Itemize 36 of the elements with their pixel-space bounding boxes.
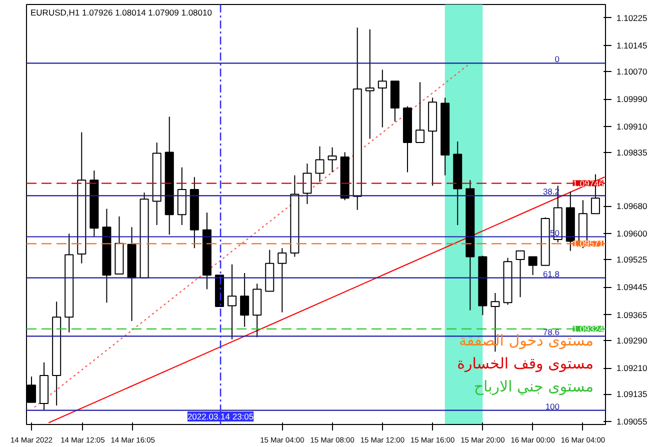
ref-line-label: 1.09324 [572,324,604,334]
candlestick [516,250,525,298]
y-tick-label: 1.09210 [616,363,648,374]
chart-title: EURUSD,H1 1.07926 1.08014 1.07909 1.08010 [30,8,212,18]
ref-line-label: 1.09746 [572,178,604,188]
candlestick [302,163,312,204]
candlestick [328,146,337,173]
y-tick-label: 1.09365 [616,310,648,320]
y-tick-label: 1.09525 [616,254,648,265]
y-tick-label: 1.09835 [616,148,648,158]
y-tick-label: 1.10070 [616,66,648,76]
y-tick-label: 1.09445 [616,282,648,292]
y-tick-label: 1.09055 [616,416,648,427]
candlestick [416,82,425,144]
y-tick-label: 1.09680 [616,201,648,212]
annotation: 61.8 [542,268,560,279]
candlestick [315,146,324,182]
candlestick [378,69,387,128]
ref-line-label: 2022.03.14 23:05 [187,412,254,422]
annotation: 0 [554,54,560,64]
y-tick-label: 1.10225 [616,12,648,23]
annotation: مستوى وقف الخسارة [457,354,594,373]
y-tick-label: 1.09990 [616,94,648,104]
y-tick-label: 1.09290 [616,336,648,346]
annotation: 78.6 [542,327,560,338]
y-tick-label: 1.09600 [616,228,648,239]
candlestick [240,272,250,328]
candlestick [528,256,538,276]
candlestick [365,28,374,140]
y-tick-label: 1.10145 [616,40,648,51]
annotation: 100 [545,401,560,412]
y-tick-label: 1.09910 [616,122,648,132]
ref-line-label: 1.09571 [572,238,604,249]
y-tick-label: 1.09135 [616,389,648,400]
candlestick [228,264,237,340]
candlestick [278,248,287,313]
